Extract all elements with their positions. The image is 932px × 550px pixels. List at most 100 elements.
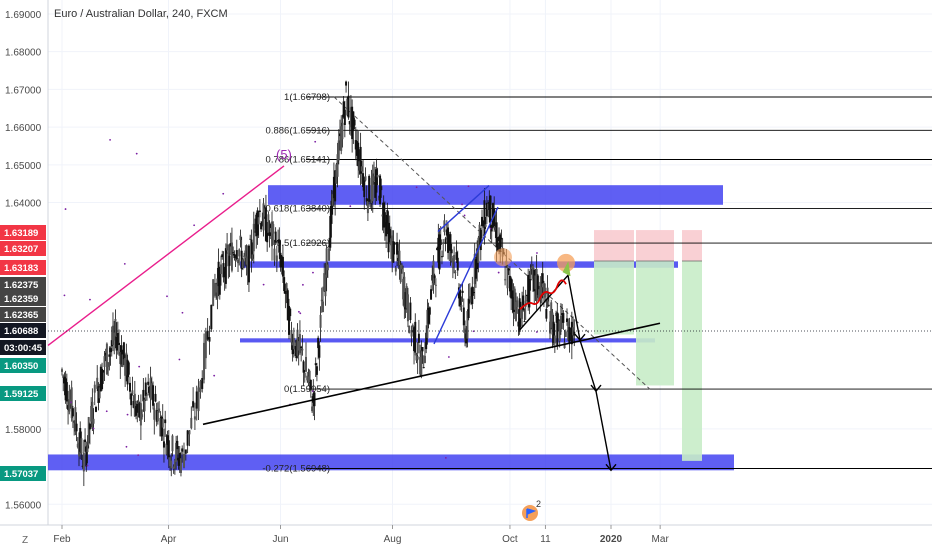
candle-body (394, 267, 397, 272)
candle-marker (137, 454, 140, 457)
candle-body (133, 393, 136, 417)
channel-lower-line (433, 206, 499, 345)
price-axis[interactable]: 1.69000 1.68000 1.67000 1.66000 1.65000 1.640… (0, 10, 932, 511)
candle-body (351, 106, 354, 140)
candle-body (136, 403, 139, 413)
candle-body (533, 269, 536, 292)
candle-body (369, 204, 372, 207)
candle-body (153, 408, 156, 420)
candle-body (139, 403, 142, 426)
candle-body (345, 81, 348, 86)
candle-body (274, 231, 277, 243)
candle-body (147, 381, 150, 385)
candle-body (485, 202, 488, 217)
candle-body (93, 384, 96, 393)
candle-body (527, 274, 530, 305)
candle-body (80, 438, 83, 454)
candle-marker (70, 401, 72, 404)
time-axis[interactable]: Feb Apr Jun Aug Oct 11 2020 Mar (53, 525, 669, 545)
candle-body (455, 252, 458, 260)
candle-body (493, 208, 496, 227)
candle-body (96, 377, 99, 389)
candle-marker (125, 445, 128, 448)
candle-body (152, 385, 155, 406)
candle-body (453, 254, 456, 262)
candle-body (292, 337, 295, 350)
candle-body (405, 286, 408, 309)
candle-body (150, 383, 153, 399)
candle-marker (444, 456, 447, 459)
candle-body (467, 298, 470, 318)
candle-body (223, 271, 226, 277)
candle-body (303, 372, 306, 378)
candle-body (132, 400, 135, 408)
price-tag (0, 358, 46, 373)
candle-body (372, 176, 375, 181)
candle-body (451, 258, 454, 269)
candle-body (427, 307, 430, 324)
fib-level-label: 0.5(1.62926) (276, 238, 330, 249)
price-tag (0, 225, 46, 240)
candle-body (175, 442, 178, 462)
candle-marker (193, 224, 196, 227)
candle-body (71, 408, 74, 417)
candle-body (513, 288, 516, 310)
candle-body (226, 244, 229, 251)
flag-glyph-icon (526, 508, 537, 518)
candle-body (519, 306, 522, 319)
arrow-head (605, 463, 617, 472)
target-zone (48, 454, 734, 471)
candle-marker (213, 374, 216, 377)
candle-body (388, 228, 391, 239)
candle-body (487, 203, 490, 210)
candle-marker (497, 271, 500, 274)
candle-body (338, 133, 341, 137)
candle-body (76, 443, 79, 448)
candle-body (229, 243, 232, 247)
candle-body (73, 421, 76, 423)
fibonacci-retracement: 1(1.66798) 0.886(1.65916) 0.786(1.65141) 0.… (262, 92, 932, 475)
candle-body (335, 164, 338, 184)
rising-trendline (202, 322, 661, 426)
candle-marker (299, 312, 302, 315)
candle-body (99, 366, 102, 392)
candle-body (450, 249, 453, 254)
candle-body (353, 119, 356, 126)
candle-body (360, 166, 363, 172)
candle-body (148, 386, 151, 396)
candle-body (324, 274, 327, 297)
candle-body (63, 376, 66, 384)
fib-level-label: 0.786(1.65141) (266, 154, 330, 165)
candle-body (272, 224, 275, 234)
candle-body (250, 239, 253, 259)
price-tag (0, 307, 46, 322)
candle-body (500, 237, 503, 240)
fib-level-label: 0.886(1.65916) (266, 125, 330, 136)
stop-loss-box (636, 230, 674, 261)
candle-body (382, 202, 385, 228)
event-flag[interactable]: 2 (522, 499, 541, 521)
candle-body (118, 342, 121, 346)
candle-body (104, 352, 107, 356)
candle-body (90, 405, 93, 422)
candle-body (85, 446, 88, 467)
candle-body (297, 341, 300, 351)
candle-body (362, 173, 365, 188)
candle-body (213, 283, 216, 296)
candle-body (217, 261, 220, 287)
candle-body (126, 359, 129, 385)
fib-level-label: -0.272(1.56948) (262, 464, 330, 475)
candle-body (77, 442, 80, 457)
candle-body (160, 416, 163, 437)
candle-body (447, 227, 450, 253)
candle-body (98, 387, 101, 399)
arrow-head (590, 384, 602, 393)
candle-body (364, 176, 367, 181)
candle-body (210, 304, 213, 330)
candle-marker (467, 185, 470, 188)
candle-body (551, 312, 554, 335)
candle-body (428, 307, 431, 315)
price-tag-label: 1.62375 (4, 280, 39, 291)
candle-body (296, 329, 299, 356)
